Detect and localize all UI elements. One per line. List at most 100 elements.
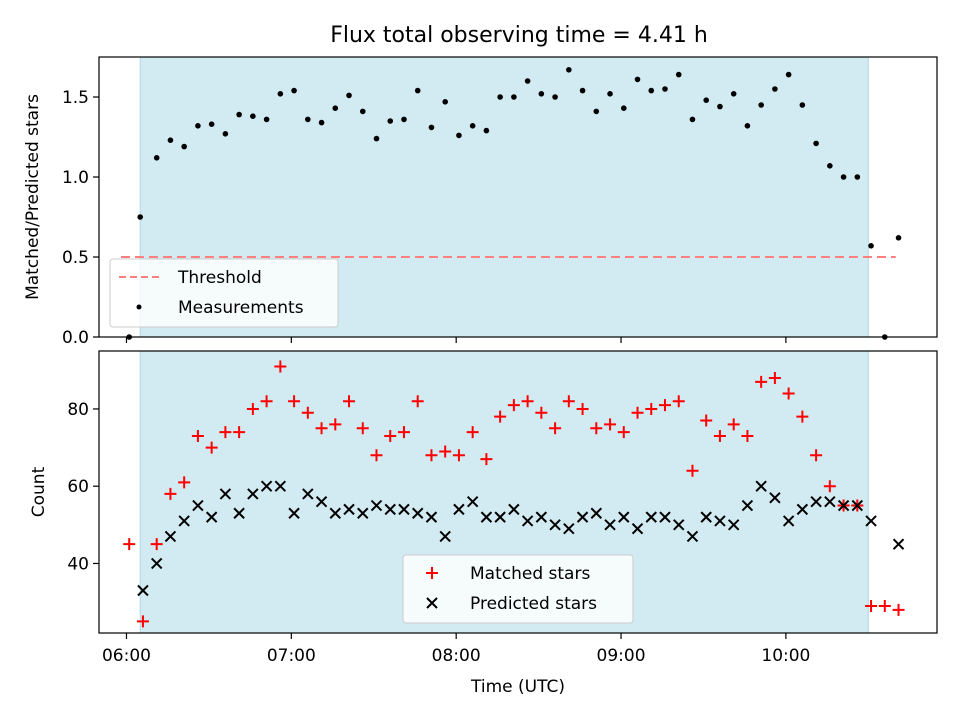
matched-star-point <box>741 429 754 442</box>
predicted-star-point <box>466 495 479 508</box>
matched-star-point <box>604 418 617 431</box>
matched-star-point <box>329 418 342 431</box>
matched-star-point <box>246 402 259 415</box>
predicted-star-point <box>618 511 630 523</box>
measurement-point <box>511 94 517 100</box>
predicted-star-point <box>370 499 383 512</box>
predicted-star-point <box>590 507 603 519</box>
bottom-y-tick-label: 80 <box>67 400 89 420</box>
measurement-point <box>456 132 462 139</box>
predicted-star-point <box>357 507 369 519</box>
predicted-star-point <box>343 503 355 516</box>
matched-legend-swatch <box>426 567 438 579</box>
bottom-x-tick-label: 07:00 <box>267 646 316 666</box>
predicted-star-point <box>329 507 341 519</box>
measurement-point <box>414 87 421 94</box>
predicted-star-point <box>604 519 616 531</box>
measurement-point <box>483 127 490 134</box>
predicted-star-point <box>315 495 328 508</box>
measurement-point <box>566 67 572 73</box>
measurement-point <box>675 71 682 78</box>
measurement-point <box>401 116 407 123</box>
bottom-x-tick-label: 09:00 <box>597 646 646 666</box>
measurement-point <box>291 87 297 94</box>
predicted-star-point <box>453 503 465 516</box>
bottom-axes-frame <box>98 350 938 634</box>
top-x-ticks <box>125 337 787 343</box>
predicted-star-point <box>480 511 493 523</box>
top-y-tick-label: 0.5 <box>62 248 89 268</box>
measurement-point <box>717 103 723 110</box>
matched-star-point <box>288 395 301 408</box>
predicted-star-point <box>563 522 575 535</box>
measurement-point <box>799 102 806 108</box>
predicted-star-point <box>824 495 836 508</box>
measurement-point <box>744 123 751 129</box>
measurement-point <box>428 124 435 131</box>
predicted-star-point <box>219 488 232 500</box>
matched-star-point <box>315 422 328 435</box>
predicted-star-point <box>178 515 190 527</box>
matched-star-point <box>411 395 424 408</box>
matched-star-point <box>452 449 465 462</box>
measurement-point <box>373 135 380 142</box>
measurement-point <box>167 137 174 143</box>
measurement-point <box>634 76 641 83</box>
predicted-star-point <box>302 488 314 500</box>
predicted-legend-label: Predicted stars <box>470 594 597 614</box>
matched-star-point <box>136 615 149 628</box>
measurement-point <box>813 140 819 147</box>
measurement-point <box>332 105 339 111</box>
predicted-star-point <box>631 522 644 535</box>
predicted-star-point <box>796 503 809 516</box>
measurement-point <box>305 116 311 123</box>
matched-star-point <box>480 453 493 466</box>
matched-star-point <box>823 480 836 493</box>
predicted-star-point <box>865 515 877 527</box>
top-y-tick-label: 0.0 <box>62 328 89 348</box>
matched-star-point <box>713 429 726 442</box>
predicted-star-point <box>274 480 287 492</box>
matched-star-point <box>219 426 232 439</box>
measurement-point <box>469 123 476 129</box>
predicted-star-point <box>645 511 657 523</box>
predicted-star-point <box>549 519 561 531</box>
measurement-point <box>250 113 256 119</box>
predicted-star-point <box>398 503 410 516</box>
predicted-legend-swatch <box>426 597 438 609</box>
bottom-panel: 40 60 80 06:00 07:00 08:00 09:00 10:00 Count T… <box>29 350 938 697</box>
matched-star-point <box>260 395 273 408</box>
top-axes-frame <box>98 56 938 338</box>
predicted-star-point <box>137 584 149 597</box>
top-y-tick-label: 1.0 <box>62 168 89 188</box>
bottom-x-tick-label: 10:00 <box>761 646 810 666</box>
measurement-point <box>620 105 627 111</box>
predicted-star-point <box>714 515 726 527</box>
matched-star-point <box>768 372 781 385</box>
bottom-y-axis: 40 60 80 <box>67 400 99 574</box>
measurement-point <box>827 163 833 169</box>
predicted-star-point <box>755 480 767 492</box>
measurement-point <box>524 78 531 84</box>
measurement-point <box>758 102 764 108</box>
matched-star-point <box>865 599 878 612</box>
matched-star-point <box>672 395 685 408</box>
measurement-point <box>346 92 352 99</box>
matched-star-point <box>631 406 644 419</box>
measurement-point <box>840 174 847 180</box>
predicted-star-point <box>782 515 795 527</box>
measurements-legend-label: Measurements <box>178 298 304 318</box>
measurement-point <box>868 243 874 249</box>
top-legend: Threshold Measurements <box>109 258 339 328</box>
matched-star-point <box>727 418 740 431</box>
matched-star-point <box>755 375 768 388</box>
measurement-point <box>208 121 215 127</box>
predicted-star-point <box>494 511 506 523</box>
top-y-tick-label: 1.5 <box>62 88 89 108</box>
bottom-legend: Matched stars Predicted stars <box>402 554 634 624</box>
predicted-star-point <box>425 511 438 523</box>
measurement-point <box>772 86 778 92</box>
top-y-axis-label: Matched/Predicted stars <box>23 94 43 300</box>
predicted-star-point <box>205 511 218 523</box>
matched-stars-series <box>123 360 905 628</box>
